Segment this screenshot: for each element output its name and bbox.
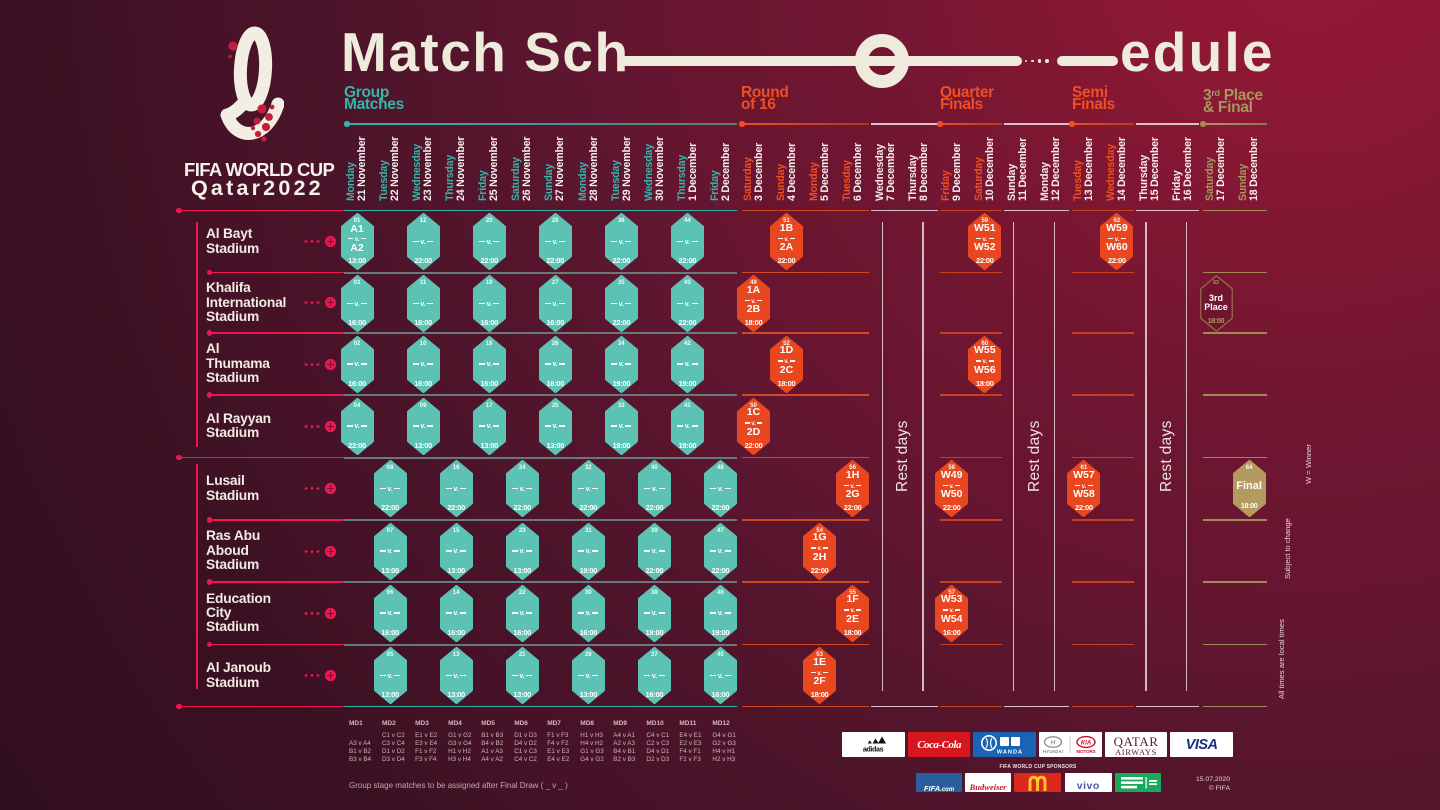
svg-text:H: H [1051,739,1056,746]
svg-text:KIA: KIA [1081,740,1091,746]
svg-text:WANDA: WANDA [997,749,1023,755]
svg-text:adidas: adidas [863,744,884,753]
svg-text:HYUNDAI: HYUNDAI [1043,749,1063,754]
svg-text:MOTORS: MOTORS [1076,749,1095,754]
